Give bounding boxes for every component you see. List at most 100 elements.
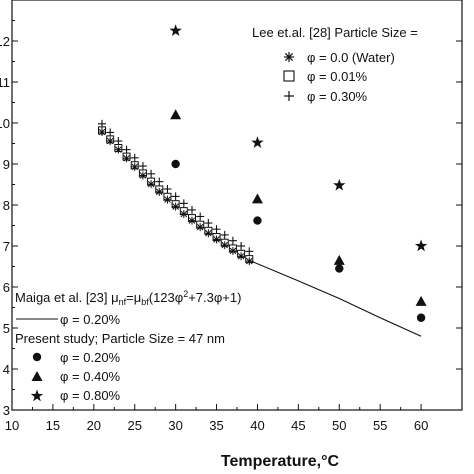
legend-item-020: φ = 0.20% — [60, 350, 121, 365]
x-axis-title: Temperature,°C — [221, 453, 340, 470]
point-circle — [253, 216, 262, 225]
point-asterisk — [98, 128, 106, 137]
legend-triangle-icon — [31, 371, 43, 381]
point-circle — [416, 313, 426, 322]
legend-top-square-icon — [283, 70, 295, 82]
legend-bottom: Maiga et al. [23] μnf=μbf(123φ2+7.3φ+1) … — [15, 289, 241, 403]
point-star — [169, 24, 182, 37]
point-triangle — [415, 295, 427, 306]
axes: 10152025303540455055603456789101112 — [0, 20, 462, 433]
point-asterisk — [122, 154, 131, 163]
point-asterisk — [138, 171, 147, 180]
point-plus — [188, 205, 196, 214]
point-asterisk — [106, 137, 115, 146]
y-tick-label: 12 — [0, 34, 10, 49]
point-asterisk — [228, 246, 237, 255]
legend-top-plus-icon — [284, 91, 294, 101]
point-square — [196, 220, 205, 229]
x-tick-label: 25 — [127, 418, 141, 433]
point-asterisk — [163, 195, 172, 204]
point-square — [220, 238, 229, 247]
legend-top-item-030: φ = 0.30% — [307, 89, 368, 104]
legend-circle-icon — [32, 352, 42, 362]
data-marks — [98, 24, 428, 337]
legend-top: Lee et.al. [28] Particle Size = φ = 0.0 … — [252, 25, 418, 104]
point-plus — [204, 219, 213, 228]
series-line-maiga — [249, 259, 422, 337]
y-tick-label: 7 — [3, 239, 10, 254]
point-plus — [130, 153, 139, 162]
x-tick-label: 35 — [209, 418, 223, 433]
point-square — [212, 232, 221, 241]
point-triangle — [170, 109, 182, 120]
point-asterisk — [237, 252, 246, 261]
point-asterisk — [204, 229, 213, 238]
point-plus — [106, 128, 115, 137]
legend-top-header: Lee et.al. [28] Particle Size = — [252, 25, 418, 40]
legend-item-080: φ = 0.80% — [60, 388, 121, 403]
legend-top-asterisk-icon — [284, 52, 294, 62]
x-tick-label: 20 — [87, 418, 101, 433]
point-asterisk — [171, 202, 180, 211]
point-square — [147, 177, 156, 186]
y-tick-label: 5 — [3, 321, 10, 336]
y-tick-label: 3 — [3, 403, 10, 418]
x-tick-label: 60 — [414, 418, 428, 433]
point-plus — [220, 230, 229, 239]
legend-present-header: Present study; Particle Size = 47 nm — [15, 331, 225, 346]
point-asterisk — [212, 235, 221, 244]
point-asterisk — [155, 187, 164, 196]
point-plus — [163, 185, 172, 194]
point-circle — [335, 264, 344, 273]
point-plus — [122, 145, 131, 154]
point-square — [237, 249, 246, 258]
x-tick-label: 55 — [373, 418, 387, 433]
point-plus — [171, 192, 180, 201]
point-plus — [138, 162, 147, 171]
point-square — [171, 200, 180, 209]
point-square — [155, 185, 164, 194]
legend-top-item-water: φ = 0.0 (Water) — [307, 50, 395, 65]
x-tick-label: 50 — [332, 418, 346, 433]
y-tick-label: 8 — [3, 198, 10, 213]
legend-line-label: φ = 0.20% — [60, 312, 121, 327]
legend-item-040: φ = 0.40% — [60, 369, 121, 384]
point-plus — [228, 236, 237, 245]
point-triangle — [251, 193, 263, 204]
x-tick-label: 30 — [168, 418, 182, 433]
point-square — [245, 255, 254, 264]
legend-top-item-001: φ = 0.01% — [307, 69, 368, 84]
y-tick-label: 4 — [3, 362, 10, 377]
x-tick-label: 15 — [46, 418, 60, 433]
point-asterisk — [114, 145, 123, 154]
y-tick-label: 9 — [3, 157, 10, 172]
point-asterisk — [196, 223, 205, 232]
point-plus — [212, 225, 221, 234]
point-square — [163, 192, 172, 201]
x-tick-label: 45 — [291, 418, 305, 433]
point-star — [414, 239, 428, 252]
point-triangle — [333, 254, 345, 265]
point-star — [333, 178, 346, 191]
point-square — [228, 244, 237, 253]
point-square — [179, 207, 188, 216]
point-plus — [114, 137, 123, 146]
point-square — [188, 214, 196, 223]
x-tick-label: 40 — [250, 418, 264, 433]
point-square — [204, 226, 213, 235]
point-asterisk — [179, 210, 188, 219]
y-tick-label: 10 — [0, 116, 10, 131]
point-plus — [147, 169, 156, 178]
x-tick-label: 10 — [5, 418, 19, 433]
point-plus — [179, 199, 188, 208]
point-asterisk — [147, 180, 156, 189]
y-tick-label: 11 — [0, 75, 10, 90]
point-plus — [245, 247, 254, 256]
legend-star-icon — [30, 389, 44, 402]
point-plus — [237, 242, 246, 250]
point-plus — [98, 119, 106, 128]
legend-maiga-formula: Maiga et al. [23] μnf=μbf(123φ2+7.3φ+1) — [15, 289, 241, 307]
point-plus — [155, 177, 164, 186]
point-circle — [171, 159, 180, 169]
